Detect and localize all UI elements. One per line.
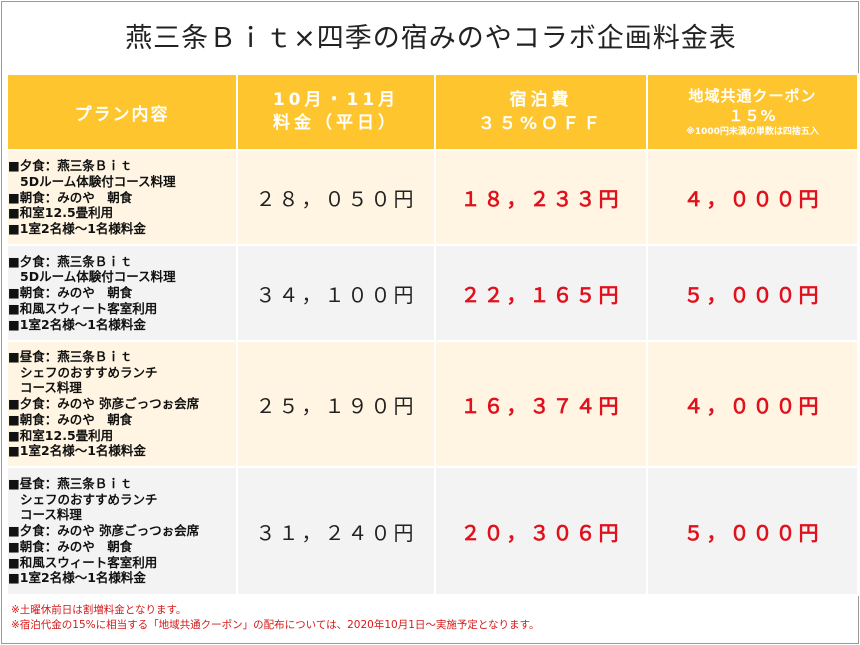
table-header-row: プラン内容 10月・11月 料金（平日） 宿泊費 ３５%ＯＦＦ 地域共通クーポン… xyxy=(6,73,859,151)
plan-line: ■朝食：みのや 朝食 xyxy=(8,189,133,205)
plan-line: 5Dルーム体験付コース料理 xyxy=(20,269,176,285)
stay-cell: ２２，１６５円 xyxy=(434,244,648,342)
plan-line: ■和風スウィート客室利用 xyxy=(8,300,158,316)
plan-cell: ■昼食：燕三条Ｂｉｔ シェフのおすすめランチ コース料理 ■夕食：みのや 弥彦ご… xyxy=(6,340,238,468)
header-price-line2: 料金（平日） xyxy=(273,113,399,133)
footnote: ※土曜休前日は割増料金となります。 xyxy=(11,604,187,616)
plan-line: コース料理 xyxy=(20,507,82,523)
header-stay-line2: ３５%ＯＦＦ xyxy=(477,114,605,134)
plan-line: ■朝食：みのや 朝食 xyxy=(8,411,133,427)
header-price-line1: 10月・11月 xyxy=(272,90,400,110)
plan-line: ■昼食：燕三条Ｂｉｔ xyxy=(8,475,133,491)
coupon-cell: ４，０００円 xyxy=(646,149,859,246)
plan-line: ■和室12.5畳利用 xyxy=(8,205,114,221)
plan-line: ■1室2名様～1名様料金 xyxy=(8,443,146,459)
header-plan: プラン内容 xyxy=(6,73,238,151)
table-row: ■昼食：燕三条Ｂｉｔ シェフのおすすめランチ コース料理 ■夕食：みのや 弥彦ご… xyxy=(6,466,859,596)
page-title: 燕三条Ｂｉｔ×四季の宿みのやコラボ企画料金表 xyxy=(125,23,737,54)
price-table: プラン内容 10月・11月 料金（平日） 宿泊費 ３５%ＯＦＦ 地域共通クーポン… xyxy=(6,73,859,596)
plan-line: ■1室2名様～1名様料金 xyxy=(8,316,146,332)
plan-cell: ■夕食：燕三条Ｂｉｔ 5Dルーム体験付コース料理 ■朝食：みのや 朝食 ■和風ス… xyxy=(6,244,238,342)
plan-line: シェフのおすすめランチ xyxy=(20,364,158,380)
plan-line: ■夕食：燕三条Ｂｉｔ xyxy=(8,253,133,269)
table-row: ■昼食：燕三条Ｂｉｔ シェフのおすすめランチ コース料理 ■夕食：みのや 弥彦ご… xyxy=(6,340,859,468)
table-row: ■夕食：燕三条Ｂｉｔ 5Dルーム体験付コース料理 ■朝食：みのや 朝食 ■和風ス… xyxy=(6,244,859,342)
header-coupon: 地域共通クーポン １５% ※1000円未満の単数は四捨五入 xyxy=(646,73,859,151)
plan-line: ■夕食：燕三条Ｂｉｔ xyxy=(8,158,133,173)
plan-line: ■和室12.5畳利用 xyxy=(8,427,114,443)
stay-cell: １６，３７４円 xyxy=(434,340,648,468)
stay-cell: ２０，３０６円 xyxy=(434,466,648,596)
plan-line: ■1室2名様～1名様料金 xyxy=(8,221,146,237)
plan-line: ■夕食：みのや 弥彦ごっつぉ会席 xyxy=(8,396,200,412)
header-stay: 宿泊費 ３５%ＯＦＦ xyxy=(434,73,648,151)
plan-line: ■1室2名様～1名様料金 xyxy=(8,570,146,586)
price-cell: ２８，０５０円 xyxy=(236,149,436,246)
header-coupon-line2: １５% xyxy=(728,106,777,125)
plan-line: ■朝食：みのや 朝食 xyxy=(8,538,133,554)
coupon-cell: ５，０００円 xyxy=(646,244,859,342)
plan-line: ■昼食：燕三条Ｂｉｔ xyxy=(8,348,133,364)
price-cell: ３１，２４０円 xyxy=(236,466,436,596)
coupon-cell: ５，０００円 xyxy=(646,466,859,596)
plan-line: ■夕食：みのや 弥彦ごっつぉ会席 xyxy=(8,523,200,539)
price-cell: ２５，１９０円 xyxy=(236,340,436,468)
header-price: 10月・11月 料金（平日） xyxy=(236,73,436,151)
table-row: ■夕食：燕三条Ｂｉｔ 5Dルーム体験付コース料理 ■朝食：みのや 朝食 ■和室1… xyxy=(6,149,859,246)
header-plan-label: プラン内容 xyxy=(74,104,170,125)
footnotes: ※土曜休前日は割増料金となります。 ※宿泊代金の15%に相当する「地域共通クーポ… xyxy=(11,603,540,633)
header-stay-line1: 宿泊費 xyxy=(509,90,573,110)
coupon-cell: ４，０００円 xyxy=(646,340,859,468)
plan-cell: ■昼食：燕三条Ｂｉｔ シェフのおすすめランチ コース料理 ■夕食：みのや 弥彦ご… xyxy=(6,466,238,596)
price-cell: ３４，１００円 xyxy=(236,244,436,342)
plan-cell: ■夕食：燕三条Ｂｉｔ 5Dルーム体験付コース料理 ■朝食：みのや 朝食 ■和室1… xyxy=(6,149,238,246)
stay-cell: １８，２３３円 xyxy=(434,149,648,246)
header-coupon-line1: 地域共通クーポン xyxy=(688,86,817,105)
footnote: ※宿泊代金の15%に相当する「地域共通クーポン」の配布については、2020年10… xyxy=(11,619,540,631)
plan-line: コース料理 xyxy=(20,380,82,396)
plan-line: シェフのおすすめランチ xyxy=(20,491,158,507)
header-coupon-note: ※1000円未満の単数は四捨五入 xyxy=(686,126,819,137)
plan-line: 5Dルーム体験付コース料理 xyxy=(20,173,176,189)
plan-line: ■和風スウィート客室利用 xyxy=(8,554,158,570)
plan-line: ■朝食：みのや 朝食 xyxy=(8,285,133,301)
